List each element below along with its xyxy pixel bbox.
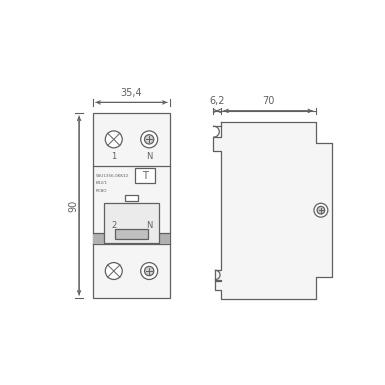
Bar xyxy=(115,229,148,239)
Bar xyxy=(93,113,170,298)
Circle shape xyxy=(314,203,328,217)
Text: 35,4: 35,4 xyxy=(121,88,142,98)
Text: 6,2: 6,2 xyxy=(209,96,225,106)
Bar xyxy=(135,168,155,183)
Circle shape xyxy=(144,135,154,144)
Bar xyxy=(126,195,138,201)
Text: 70: 70 xyxy=(262,96,275,106)
Bar xyxy=(104,203,159,243)
Text: N: N xyxy=(146,221,152,230)
Text: 2: 2 xyxy=(111,221,116,230)
Text: 5SU1356-0KK32: 5SU1356-0KK32 xyxy=(96,174,129,177)
Circle shape xyxy=(317,206,325,214)
Circle shape xyxy=(144,266,154,276)
Text: RCBO: RCBO xyxy=(96,189,107,193)
Text: N: N xyxy=(146,152,152,161)
Circle shape xyxy=(141,263,158,280)
Circle shape xyxy=(105,263,122,280)
Text: 1: 1 xyxy=(111,152,116,161)
Text: B32/1: B32/1 xyxy=(96,181,108,185)
Text: 90: 90 xyxy=(68,199,78,212)
Polygon shape xyxy=(213,122,332,299)
Text: T: T xyxy=(142,171,147,181)
Circle shape xyxy=(105,131,122,148)
Circle shape xyxy=(141,131,158,148)
Bar xyxy=(93,233,170,244)
